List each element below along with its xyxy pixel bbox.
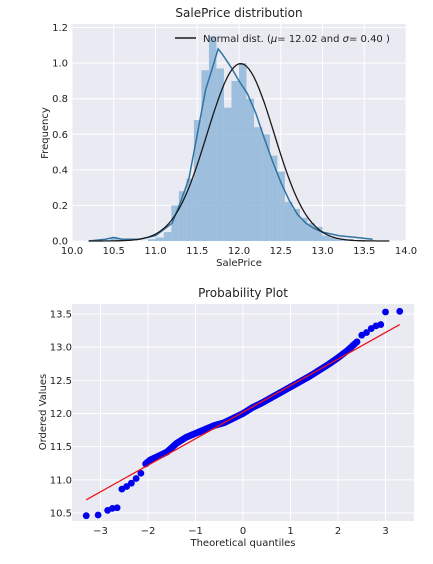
x-tick-labels: 10.0 10.5 11.0 11.5 12.0 12.5 13.0 13.5 14.0 (61, 246, 417, 257)
fit-line (85, 324, 401, 501)
histogram-bar (163, 232, 172, 241)
histogram-bar (201, 70, 209, 241)
chart-title: SalePrice distribution (175, 6, 302, 20)
data-point (377, 321, 385, 328)
histogram-bar (216, 68, 224, 241)
y-tick-label: 1.2 (52, 23, 68, 34)
histogram-bar (292, 208, 300, 241)
y-tick-label: 0.6 (52, 130, 68, 141)
data-point (94, 511, 102, 519)
data-point (382, 308, 389, 316)
histogram-bar (208, 36, 217, 241)
y-tick-labels: 10.5 11.0 11.5 12.0 12.5 13.0 13.5 (50, 309, 72, 519)
data-point (137, 469, 145, 477)
data-point (353, 338, 361, 346)
y-tick-label: 0.4 (52, 165, 68, 176)
histogram-bar (254, 127, 263, 241)
x-tick-label: 0 (240, 526, 246, 537)
histogram-bar (284, 201, 293, 241)
x-tick-label: 10.5 (103, 246, 125, 257)
histogram-bar (193, 120, 202, 241)
y-tick-label: 12.0 (50, 409, 72, 420)
histogram-bar (178, 191, 187, 241)
histogram-bar (171, 205, 179, 241)
chart-probability-plot: −3 −2 −1 0 1 2 3 10.511.011.512.012.513.013.5 … (38, 286, 414, 549)
histogram-bar (330, 237, 338, 241)
histogram-bar (269, 155, 278, 241)
legend: Normal dist. (μ= 12.02 and σ= 0.40 ) (175, 34, 390, 45)
y-axis-label: Frequency (40, 107, 51, 159)
histogram-bar (246, 98, 255, 241)
x-tick-label: 13.0 (311, 246, 333, 257)
x-tick-label: −1 (188, 526, 203, 537)
y-tick-label: 0.8 (52, 94, 68, 105)
y-tick-label: 10.5 (50, 509, 72, 520)
y-tick-label: 0.2 (52, 201, 68, 212)
histogram-bar (223, 107, 232, 241)
histogram-bar (110, 237, 118, 241)
normal-fit-line (88, 63, 390, 242)
histogram-bar (337, 239, 346, 241)
legend-label: Normal dist. (μ= 12.02 and σ= 0.40 ) (203, 34, 390, 45)
chart-histogram: 10.0 10.5 11.0 11.5 12.0 12.5 13.0 13.5 14.0 0.0… (40, 6, 417, 269)
y-tick-label: 11.0 (50, 475, 72, 486)
x-tick-label: 13.5 (353, 246, 375, 257)
x-tick-label: −3 (93, 526, 108, 537)
x-tick-labels: −3 −2 −1 0 1 2 3 (93, 526, 389, 537)
chart-title: Probability Plot (198, 286, 288, 300)
x-axis-label: Theoretical quantiles (189, 538, 295, 549)
x-tick-label: −2 (141, 526, 156, 537)
x-axis-label: SalePrice (216, 258, 262, 269)
data-point (123, 483, 131, 490)
scatter-points (82, 307, 404, 520)
histogram-bar (155, 237, 164, 241)
data-point (127, 479, 135, 487)
histogram-bar (277, 171, 285, 241)
x-tick-label: 2 (335, 526, 341, 537)
histogram-bar (299, 217, 308, 241)
y-tick-label: 13.0 (50, 343, 72, 354)
x-tick-label: 11.5 (186, 246, 208, 257)
y-tick-label: 0.0 (52, 237, 68, 248)
histogram-bar (322, 235, 331, 241)
histogram-bar (239, 63, 247, 241)
histogram-bar (186, 178, 194, 241)
histogram-bar (307, 223, 315, 241)
histogram-bar (147, 239, 156, 241)
x-tick-label: 11.0 (144, 246, 166, 257)
histogram-bar (262, 134, 270, 241)
x-tick-label: 12.0 (228, 246, 250, 257)
x-tick-label: 14.0 (395, 246, 417, 257)
data-point (113, 504, 121, 512)
data-point (396, 307, 404, 315)
data-point (132, 475, 140, 482)
y-tick-labels: 0.0 0.2 0.4 0.6 0.8 1.0 1.2 (52, 23, 68, 247)
x-tick-label: 10.0 (61, 246, 83, 257)
histogram-bars (110, 36, 354, 241)
x-tick-label: 3 (382, 526, 388, 537)
histogram-bar (231, 80, 239, 241)
y-tick-label: 11.5 (50, 442, 72, 453)
histogram-bar (314, 226, 323, 241)
x-tick-label: 12.5 (270, 246, 292, 257)
y-axis-label: Ordered Values (38, 374, 49, 451)
y-tick-label: 1.0 (52, 59, 68, 70)
y-tick-label: 13.5 (50, 309, 72, 320)
x-tick-label: 1 (287, 526, 293, 537)
y-tick-label: 12.5 (50, 376, 72, 387)
data-point (82, 512, 90, 520)
data-point (363, 329, 370, 336)
